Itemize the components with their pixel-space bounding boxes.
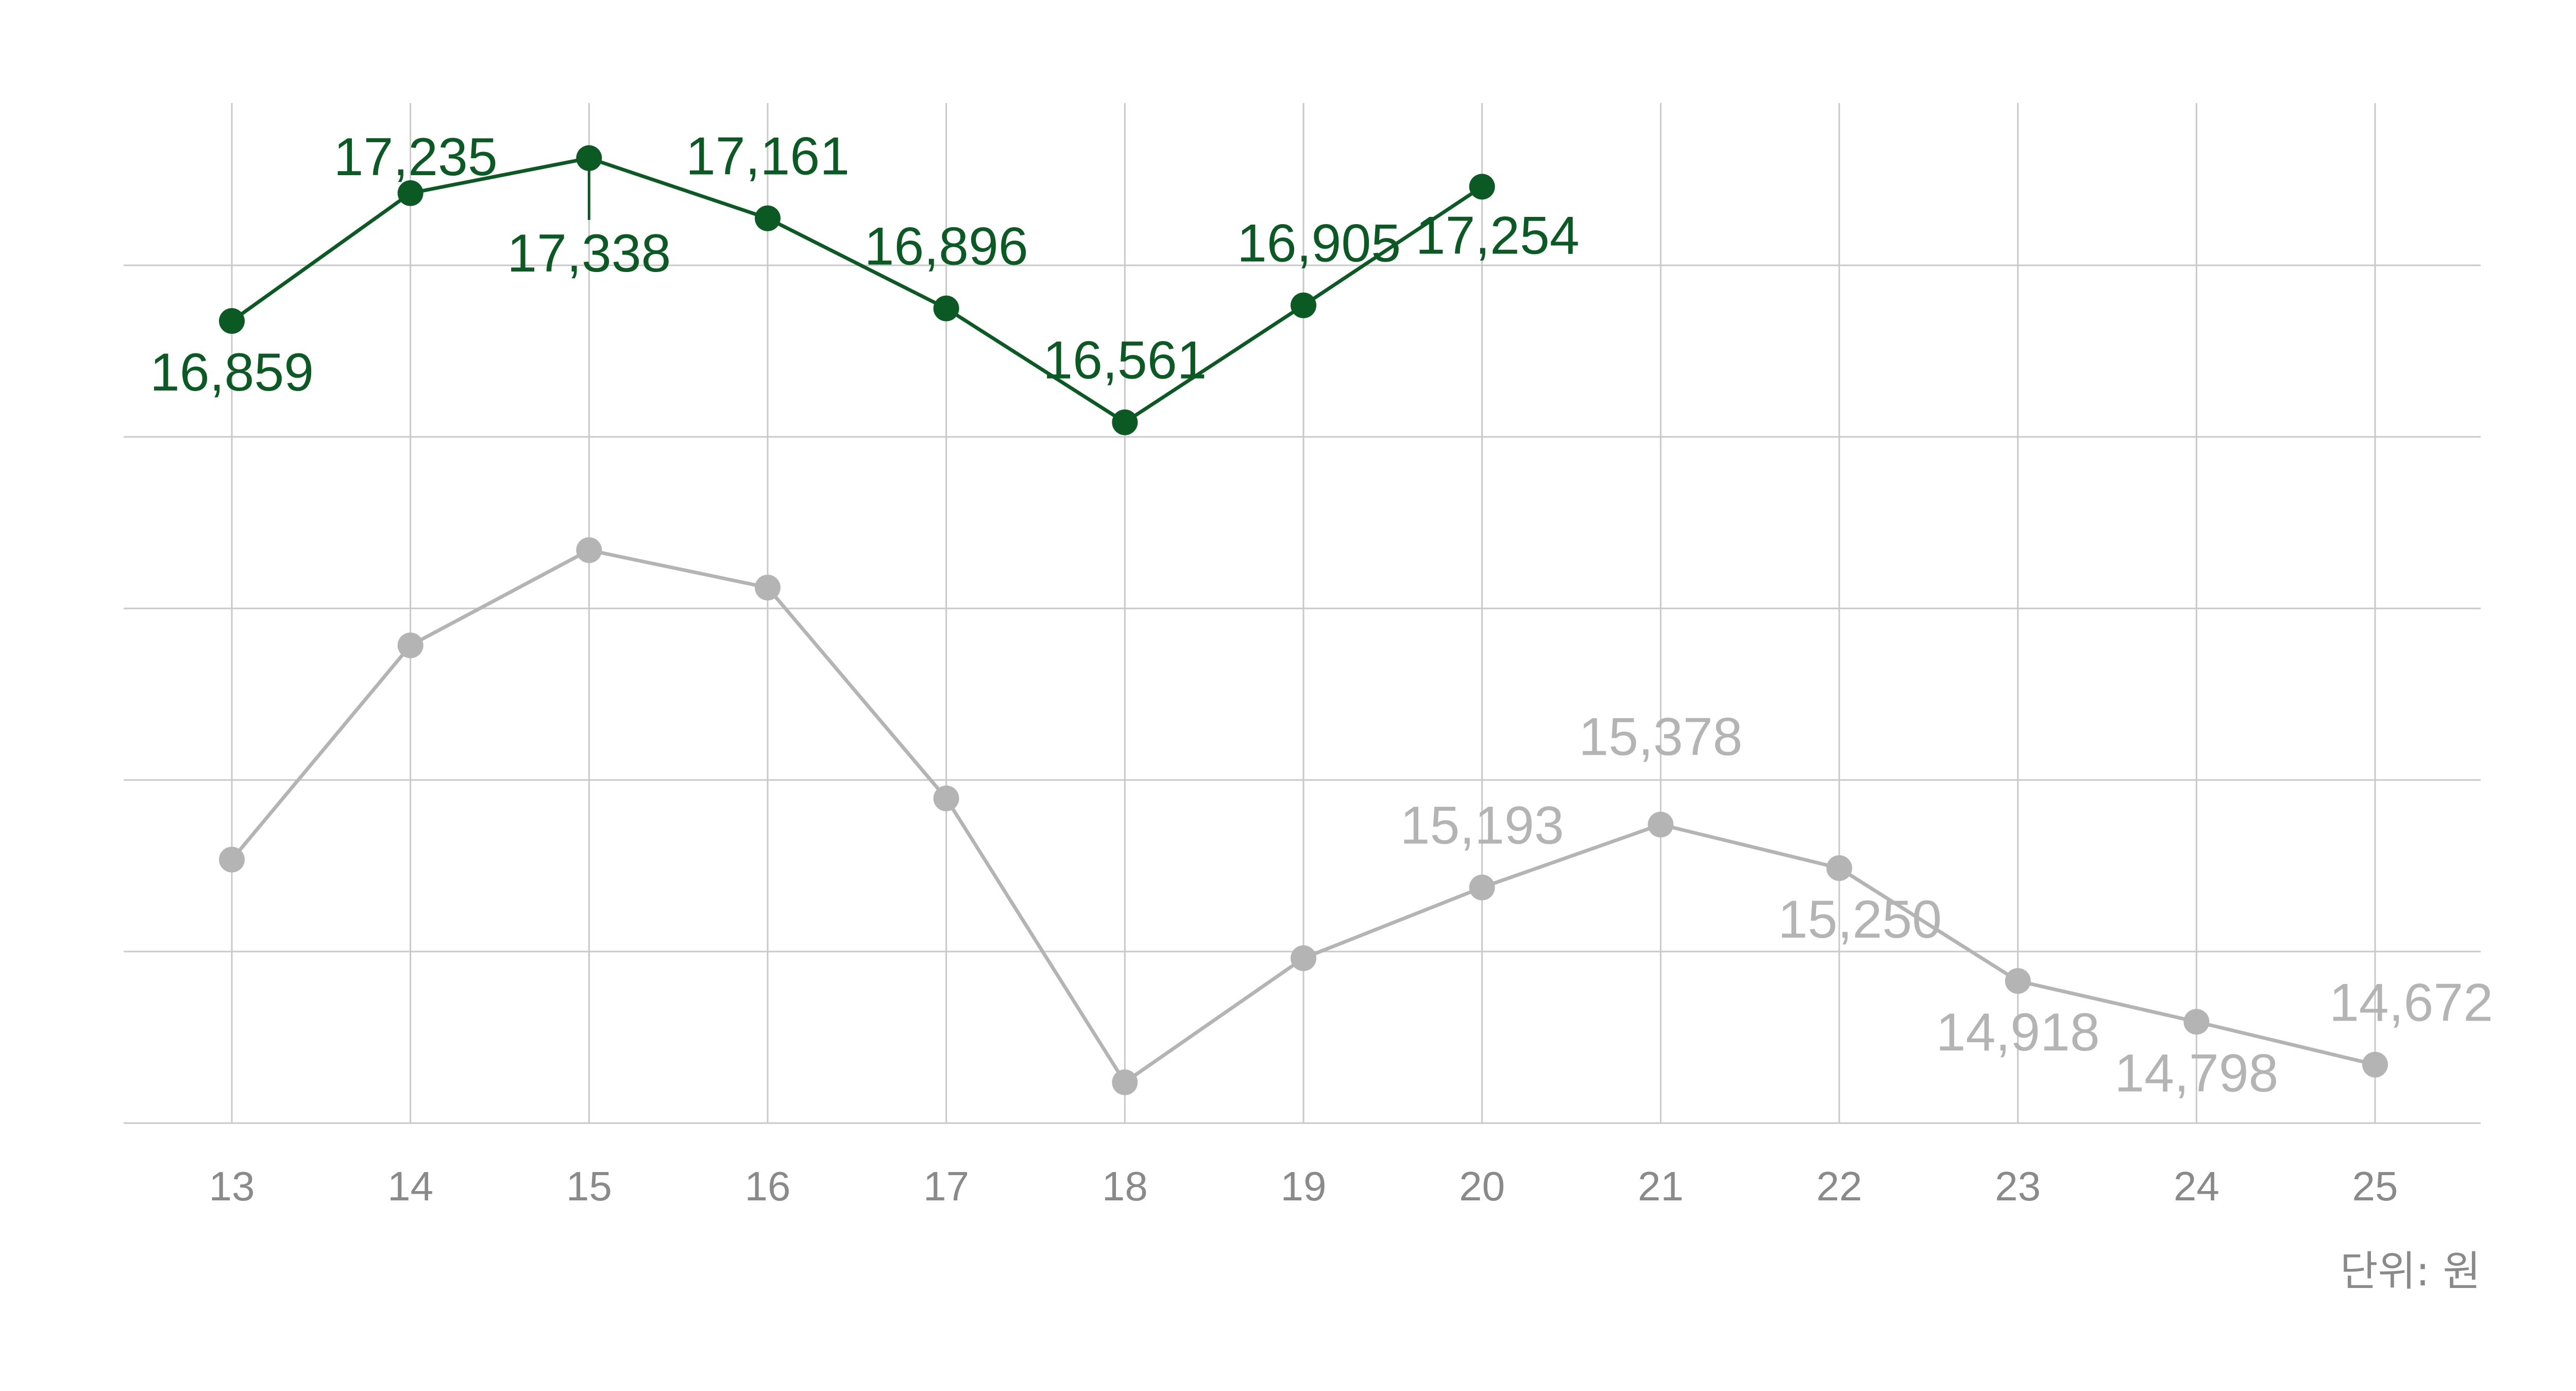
series-line: [230, 156, 1483, 425]
data-point: [1648, 811, 1674, 838]
data-label: 16,561: [1043, 331, 1207, 391]
data-label: 14,672: [2329, 973, 2493, 1032]
x-tick-label: 18: [1102, 1163, 1148, 1209]
data-label: 15,378: [1579, 707, 1742, 767]
unit-label: 단위: 원: [2340, 1247, 2481, 1295]
x-tick-label: 14: [387, 1163, 433, 1209]
data-label: 16,905: [1237, 214, 1401, 274]
data-point: [576, 145, 602, 171]
data-point: [2005, 968, 2031, 994]
data-point: [219, 308, 245, 334]
data-label: 14,918: [1936, 1003, 2100, 1062]
data-point: [1826, 855, 1852, 881]
data-point: [2362, 1051, 2388, 1078]
data-point: [1291, 292, 1316, 318]
x-tick-label: 25: [2352, 1163, 2398, 1209]
x-tick-label: 16: [745, 1163, 791, 1209]
x-tick-label: 24: [2174, 1163, 2219, 1209]
data-label: 15,250: [1778, 890, 1942, 949]
x-tick-label: 22: [1817, 1163, 1862, 1209]
x-tick-label: 13: [209, 1163, 255, 1209]
x-tick-label: 15: [566, 1163, 612, 1209]
x-tick-label: 20: [1459, 1163, 1505, 1209]
data-point: [1112, 1069, 1138, 1095]
data-point: [1112, 409, 1138, 435]
data-label: 17,161: [686, 127, 850, 186]
data-point: [397, 180, 423, 206]
data-point: [1469, 874, 1495, 901]
x-tick-label: 19: [1281, 1163, 1327, 1209]
data-point: [933, 295, 959, 321]
data-label: 16,896: [865, 217, 1028, 277]
x-axis: 13 14 15 16 17 18 19 20 21 22 23 24 25: [209, 1163, 2398, 1209]
data-label: 15,193: [1400, 796, 1564, 856]
data-point: [1469, 174, 1495, 200]
data-point: [1291, 945, 1316, 971]
data-label: 16,859: [150, 343, 314, 402]
data-label: 14,798: [2114, 1043, 2278, 1103]
x-tick-label: 23: [1995, 1163, 2041, 1209]
x-tick-label: 21: [1638, 1163, 1684, 1209]
data-point: [219, 846, 245, 873]
data-label: 17,254: [1416, 206, 1580, 265]
x-tick-label: 17: [923, 1163, 969, 1209]
data-point: [933, 785, 959, 811]
data-point: [2183, 1009, 2210, 1035]
data-point: [755, 205, 781, 231]
data-point: [755, 574, 781, 601]
data-point: [397, 632, 423, 658]
data-point: [576, 537, 602, 563]
data-label: 17,338: [507, 224, 671, 283]
data-label: 17,235: [334, 127, 498, 187]
